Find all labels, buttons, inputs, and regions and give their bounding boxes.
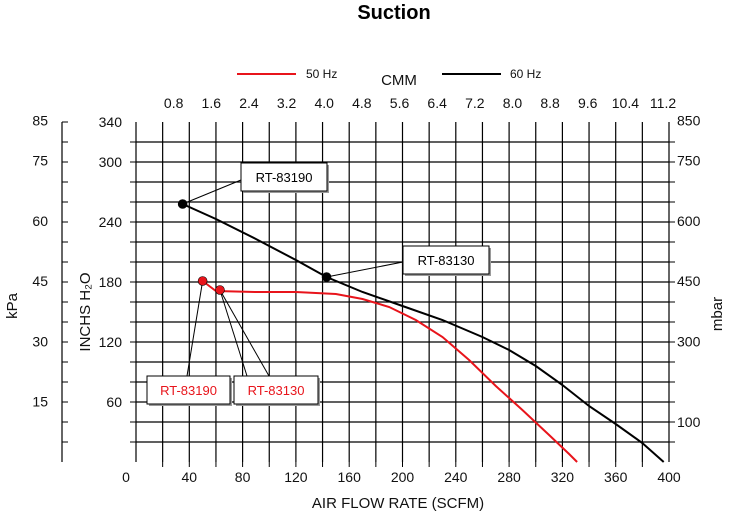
x-tick-label: 200: [391, 469, 415, 485]
annotations: RT-83190 RT-83130 RT-83190 RT-83130: [146, 162, 491, 406]
x-tick-label: 400: [657, 469, 681, 485]
tick-labels: 0 40 80 120 160 200 240 280 320 360 400 0.8 1.6 2.4 3.…: [32, 95, 700, 485]
x-tick-label: 160: [338, 469, 362, 485]
x-tick-label: 320: [551, 469, 575, 485]
series-line-50hz: [201, 280, 578, 463]
y-tick-label: 340: [99, 114, 123, 130]
y-tick-label: 60: [106, 394, 122, 410]
callout-box: [146, 375, 231, 405]
x-tick-label: 240: [444, 469, 468, 485]
callout-label: RT-83190: [160, 383, 217, 398]
callout-box: [240, 162, 328, 192]
callout-box: [233, 375, 319, 405]
x-top-tick-label: 2.4: [239, 95, 259, 111]
y-kpa-tick-label: 75: [32, 153, 48, 169]
y-mbar-tick-label: 300: [677, 333, 701, 349]
x-axis-title: AIR FLOW RATE (SCFM): [312, 495, 484, 512]
x-tick-label: 280: [497, 469, 521, 485]
callout-leader-line: [182, 179, 242, 205]
series-lines: [182, 203, 665, 463]
x-top-tick-label: 1.6: [202, 95, 222, 111]
legend: 50 Hz 60 Hz: [237, 67, 541, 81]
legend-label-50hz: 50 Hz: [306, 67, 337, 81]
x-top-tick-label: 6.4: [427, 95, 447, 111]
x-top-tick-label: 8.0: [503, 95, 523, 111]
x-top-tick-label: 5.6: [390, 95, 410, 111]
callout-leader-line: [326, 261, 404, 278]
x-top-tick-label: 10.4: [612, 95, 639, 111]
y-kpa-tick-label: 30: [32, 333, 48, 349]
x-top-tick-label: 4.8: [352, 95, 372, 111]
y-mbar-tick-label: 750: [677, 153, 701, 169]
y-mbar-tick-label: 450: [677, 273, 701, 289]
y-kpa-tick-label: 85: [32, 112, 48, 128]
y-axis-title: INCHS H₂O: [77, 272, 94, 351]
x-top-tick-label: 4.0: [314, 95, 334, 111]
x-tick-label: 360: [604, 469, 628, 485]
callout-box: [402, 245, 490, 275]
y-kpa-tick-label: 60: [32, 213, 48, 229]
operating-point-marker: [177, 199, 188, 209]
series-line-60hz: [182, 203, 665, 463]
x-tick-label: 80: [235, 469, 251, 485]
x-tick-label: 120: [284, 469, 308, 485]
x-top-tick-label: 3.2: [277, 95, 297, 111]
x-top-tick-label: 0.8: [164, 95, 184, 111]
y-mbar-tick-label: 100: [677, 414, 701, 430]
x-top-tick-label: 11.2: [650, 95, 676, 111]
x-top-tick-label: 9.6: [578, 95, 598, 111]
y-mbar-tick-label: 600: [677, 213, 701, 229]
y-mbar-axis-title: mbar: [709, 297, 726, 331]
x-top-tick-label: 7.2: [465, 95, 485, 111]
x-top-tick-label: 8.8: [540, 95, 560, 111]
callout-label: RT-83190: [256, 170, 313, 185]
callout-leader-line: [186, 280, 204, 377]
y-mbar-tick-label: 850: [677, 112, 701, 128]
y-tick-label: 300: [99, 154, 123, 170]
operating-point-marker: [321, 272, 332, 282]
callout-label: RT-83130: [248, 383, 305, 398]
y-tick-label: 120: [99, 334, 123, 350]
callout-label: RT-83130: [418, 253, 475, 268]
operating-point-marker: [215, 285, 225, 295]
y-tick-label: 180: [99, 274, 123, 290]
legend-label-60hz: 60 Hz: [510, 67, 541, 81]
callout-leader-line: [219, 289, 270, 377]
y-kpa-axis-title: kPa: [4, 292, 21, 319]
callout-leader-line: [219, 289, 248, 377]
y-kpa-tick-label: 15: [32, 394, 48, 410]
x-tick-label: 40: [182, 469, 198, 485]
y-tick-label: 240: [99, 214, 123, 230]
x-top-axis-title: CMM: [381, 72, 417, 89]
x-tick-label: 0: [122, 469, 130, 485]
chart-title: Suction: [357, 2, 430, 24]
operating-point-marker: [197, 276, 208, 286]
y-kpa-tick-label: 45: [32, 273, 48, 289]
